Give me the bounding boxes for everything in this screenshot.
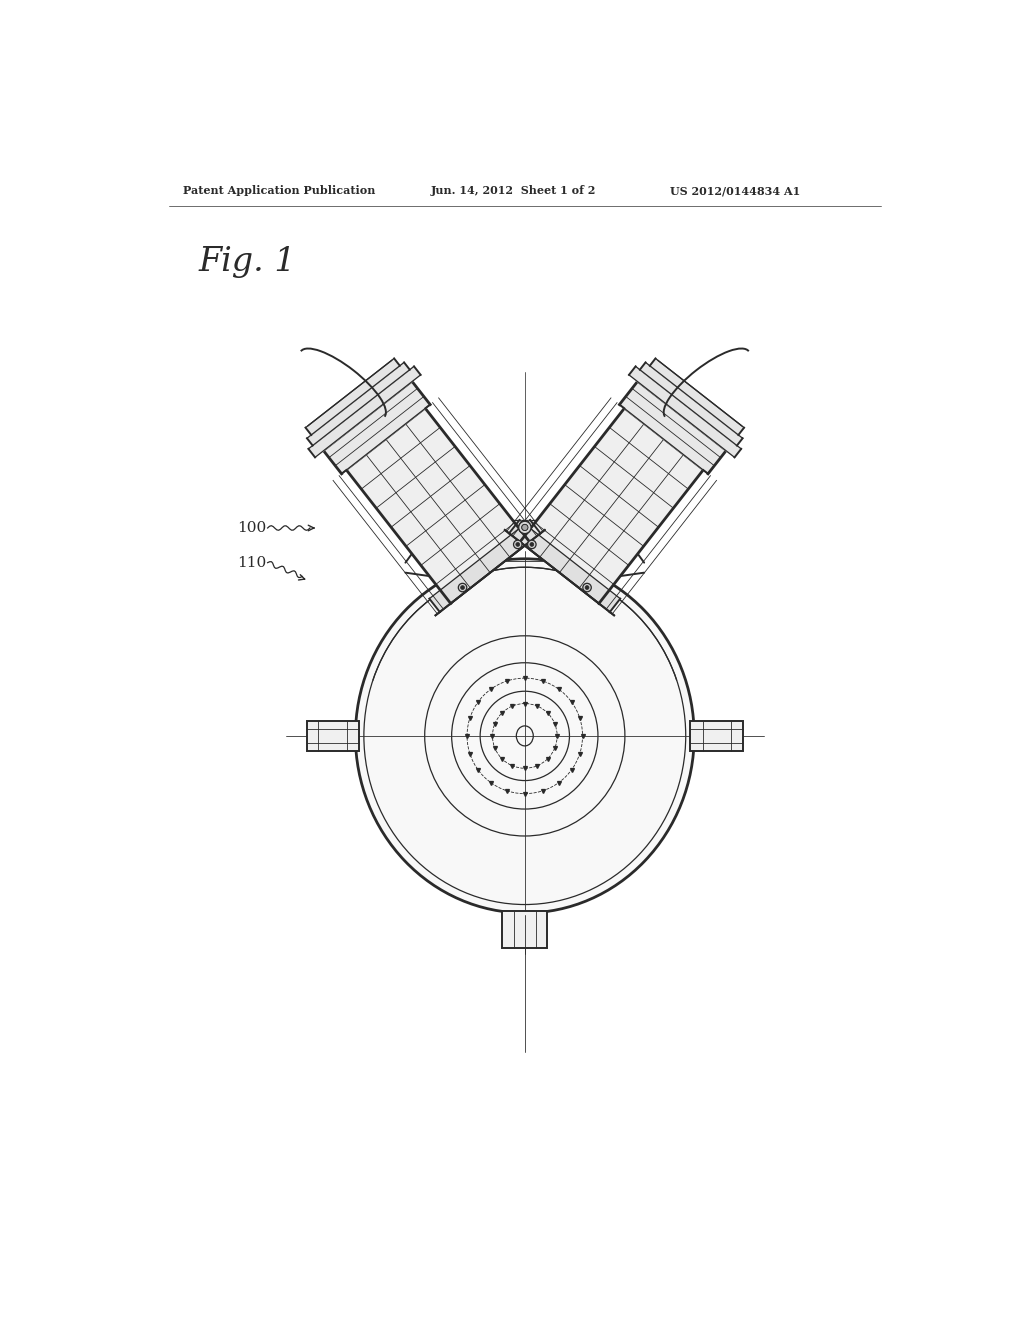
Text: Fig. 1: Fig. 1 <box>199 247 296 279</box>
Polygon shape <box>509 520 621 612</box>
Text: Patent Application Publication: Patent Application Publication <box>183 185 375 197</box>
Polygon shape <box>305 359 399 436</box>
Polygon shape <box>650 359 744 436</box>
Circle shape <box>585 586 589 590</box>
Bar <box>690 721 742 751</box>
Circle shape <box>527 540 537 549</box>
Text: 100: 100 <box>237 521 266 535</box>
Circle shape <box>518 521 530 533</box>
Polygon shape <box>307 363 410 446</box>
Text: US 2012/0144834 A1: US 2012/0144834 A1 <box>670 185 800 197</box>
Circle shape <box>461 586 465 590</box>
Circle shape <box>529 543 534 546</box>
Circle shape <box>519 521 531 533</box>
Polygon shape <box>324 381 430 474</box>
Polygon shape <box>629 367 741 457</box>
Bar <box>307 721 359 751</box>
Text: Jun. 14, 2012  Sheet 1 of 2: Jun. 14, 2012 Sheet 1 of 2 <box>431 185 596 197</box>
Polygon shape <box>346 408 529 603</box>
Circle shape <box>516 543 520 546</box>
Circle shape <box>522 524 528 531</box>
Polygon shape <box>640 363 742 446</box>
Circle shape <box>583 583 591 591</box>
Circle shape <box>459 583 467 591</box>
Polygon shape <box>308 367 421 457</box>
Ellipse shape <box>355 558 694 913</box>
Bar <box>503 912 547 949</box>
Polygon shape <box>429 520 541 612</box>
Polygon shape <box>620 381 726 474</box>
Circle shape <box>521 524 527 531</box>
Text: 110: 110 <box>237 556 266 570</box>
Polygon shape <box>520 408 703 603</box>
Circle shape <box>513 540 522 549</box>
